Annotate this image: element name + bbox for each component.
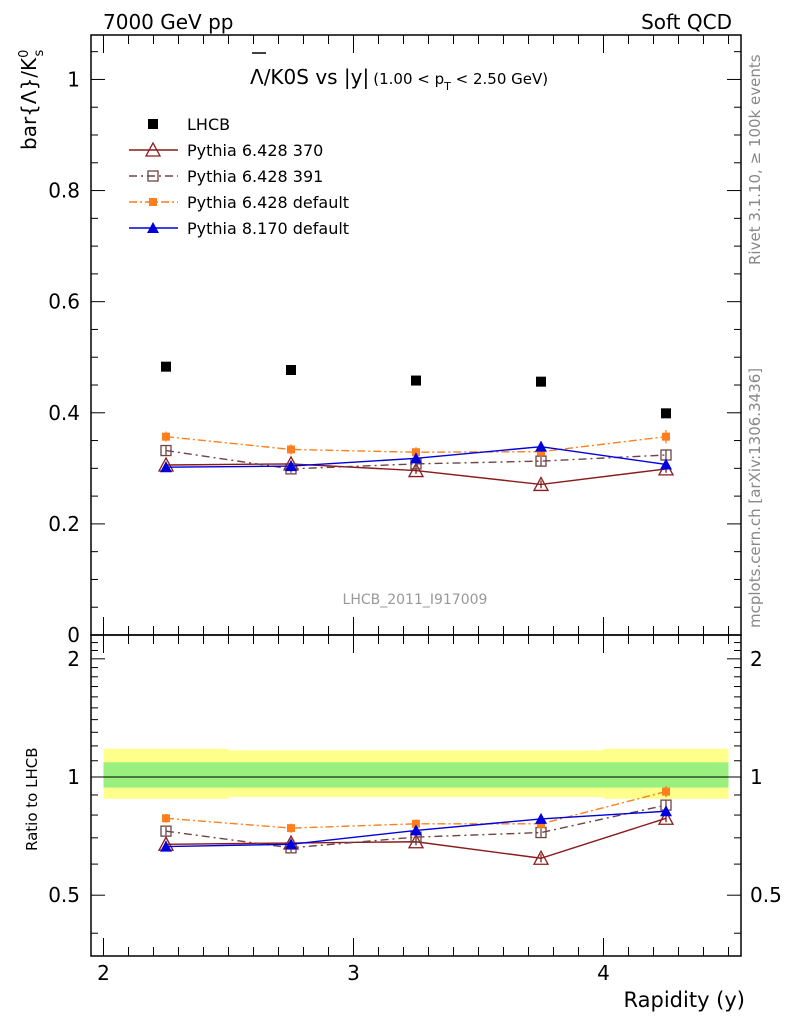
data-point (162, 814, 170, 823)
x-axis-title: Rapidity (y) (624, 988, 745, 1012)
plot-title: Λ/K0S vs |y| (1.00 < pT < 2.50 GeV) (250, 65, 548, 93)
data-point (662, 787, 670, 796)
rivet-label: Rivet 3.1.10, ≥ 100k events (746, 54, 764, 265)
data-point (535, 440, 547, 452)
data-point (407, 833, 425, 849)
mcplots-label: mcplots.cern.ch [arXiv:1306.3436] (746, 368, 764, 628)
legend-label: Pythia 6.428 default (187, 193, 349, 212)
title-rest: /K0S vs |y| (264, 65, 370, 89)
header-left: 7000 GeV pp (103, 10, 234, 34)
band-inner-bin (603, 762, 729, 788)
series-line (165, 804, 667, 849)
main-y-tick-label: 0 (67, 623, 80, 647)
data-point (287, 824, 295, 833)
title-cut-sub: T (443, 80, 451, 93)
data-point (161, 361, 171, 372)
data-point (412, 819, 420, 828)
ratio-y-axis: 0.5 0.5 1 1 2 2 (48, 642, 782, 934)
data-point (535, 812, 547, 824)
data-point (536, 376, 546, 387)
main-y-axis: 0 0.2 0.4 0.6 0.8 1 (48, 51, 741, 647)
x-tick-label: 4 (597, 961, 610, 985)
data-point (148, 119, 158, 129)
data-point (162, 432, 170, 441)
data-point (147, 170, 159, 182)
data-point (160, 444, 172, 457)
legend-label: Pythia 8.170 default (187, 219, 349, 238)
band-inner-bin (353, 762, 479, 788)
ratio-series-layer (157, 786, 675, 865)
legend: LHCB Pythia 6.428 370 Pythia 6.428 391 Pyth… (129, 115, 349, 238)
data-point (661, 408, 671, 419)
legend-label: LHCB (187, 115, 230, 134)
data-point (412, 448, 420, 457)
data-point (144, 141, 162, 157)
ratio-plot-frame (90, 634, 742, 957)
x-axis: 2 3 4 (97, 35, 729, 985)
data-point (410, 824, 422, 836)
data-point (657, 809, 675, 825)
main-y-tick-label: 0.4 (48, 401, 80, 425)
ratio-y-tick-label: 0.5 (48, 883, 80, 907)
analysis-watermark: LHCB_2011_I917009 (343, 592, 488, 608)
data-point (286, 365, 296, 375)
main-y-axis-title-text: bar{Λ}/K (17, 57, 41, 150)
ratio-y-tick-label-right: 0.5 (750, 883, 782, 907)
ratio-y-tick-label: 2 (67, 647, 80, 671)
data-point (532, 476, 550, 492)
data-point (160, 825, 172, 837)
x-tick-label: 3 (347, 961, 360, 985)
main-y-tick-label: 0.6 (48, 290, 80, 314)
ratio-y-tick-label: 1 (67, 765, 80, 789)
ratio-uncertainty-band (103, 748, 729, 799)
title-cut-post: < 2.50 GeV) (451, 70, 548, 88)
data-point (149, 198, 157, 206)
header-right: Soft QCD (641, 10, 732, 34)
main-y-axis-title-sup: 0 (17, 50, 32, 58)
band-inner-bin (103, 762, 229, 788)
legend-label: Pythia 6.428 370 (187, 141, 323, 160)
main-y-tick-label: 0.2 (48, 512, 80, 536)
data-point (662, 432, 670, 441)
series-line (165, 790, 667, 829)
series-p8def-ratio (160, 805, 672, 852)
data-point (285, 838, 297, 850)
title-cut: (1.00 < p (373, 70, 444, 88)
data-point (285, 460, 297, 472)
data-point (532, 849, 550, 865)
data-point (147, 222, 159, 233)
ratio-y-tick-label-right: 2 (750, 647, 763, 671)
data-point (410, 452, 422, 464)
legend-label: Pythia 6.428 391 (187, 167, 323, 186)
data-point (287, 445, 295, 454)
series-p8def (160, 440, 672, 473)
data-point (660, 805, 672, 817)
main-series-layer (157, 361, 675, 492)
data-point (411, 375, 421, 386)
data-point (160, 840, 172, 852)
ratio-y-axis-title: Ratio to LHCB (23, 747, 41, 851)
series-line (165, 435, 667, 453)
series-line (165, 449, 667, 470)
main-y-axis-title: bar{Λ}/K0s (17, 50, 47, 150)
band-inner-bin (478, 762, 604, 788)
data-point (660, 458, 672, 470)
data-point (160, 461, 172, 473)
data-point (407, 462, 425, 478)
x-tick-label: 2 (97, 961, 110, 985)
band-inner-bin (228, 762, 354, 788)
ratio-y-tick-label-right: 1 (750, 765, 763, 789)
title-lambda: Λ (250, 65, 264, 89)
series-data (161, 361, 671, 419)
main-y-tick-label: 1 (67, 67, 80, 91)
main-y-tick-label: 0.8 (48, 179, 80, 203)
main-y-axis-title-sub: s (32, 50, 47, 57)
